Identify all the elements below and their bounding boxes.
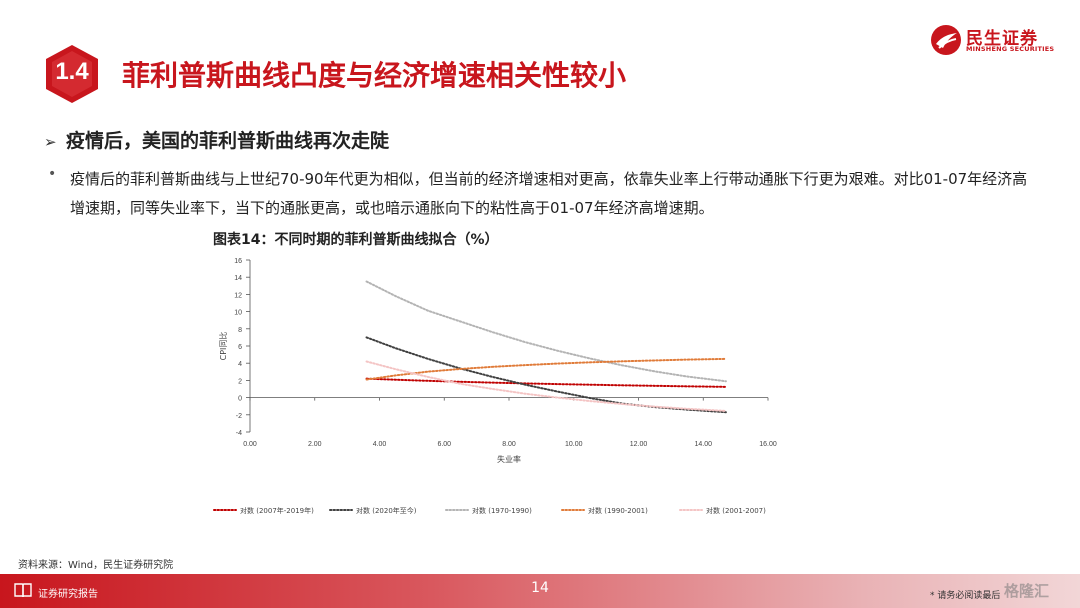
bullet-icon: • (48, 166, 57, 182)
brand-logo: 民生证券 MINSHENG SECURITIES (930, 24, 1054, 58)
footer-bar (0, 574, 1080, 608)
page-number: 14 (531, 580, 549, 596)
x-axis-label: 失业率 (497, 454, 521, 464)
page-title: 菲利普斯曲线凸度与经济增速相关性较小 (122, 59, 627, 92)
footer-label: 证券研究报告 (38, 589, 98, 600)
legend-label: 对数 (2007年-2019年) (240, 506, 314, 515)
x-tick-label: 14.00 (694, 441, 712, 448)
x-tick-label: 2.00 (308, 441, 322, 448)
sub-heading: ➢ 疫情后，美国的菲利普斯曲线再次走陡 (44, 126, 389, 153)
section-number: 1.4 (55, 58, 89, 85)
section-badge-icon (46, 45, 98, 103)
sub-heading-text: 疫情后，美国的菲利普斯曲线再次走陡 (66, 130, 390, 152)
x-tick-label: 6.00 (437, 441, 451, 448)
y-tick-label: 14 (234, 275, 242, 282)
y-tick-label: 6 (238, 344, 242, 351)
book-icon (14, 583, 32, 598)
x-tick-label: 8.00 (502, 441, 516, 448)
x-tick-label: 12.00 (630, 441, 648, 448)
y-tick-label: -2 (236, 413, 242, 420)
x-tick-label: 16.00 (759, 441, 777, 448)
y-tick-label: 12 (234, 292, 242, 299)
phillips-curve-chart: -4 -2 0 2 4 6 8 10 12 14 16 0.00 2.00 4.00 6.00 8.00 10.… (213, 258, 777, 515)
arrow-icon: ➢ (44, 133, 57, 151)
source-note: 资料来源：Wind，民生证券研究院 (18, 560, 174, 571)
legend-label: 对数 (1970-1990) (472, 506, 532, 515)
series-line-5 (365, 360, 727, 412)
x-tick-label: 0.00 (243, 441, 257, 448)
watermark: 格隆汇 (1004, 582, 1050, 600)
bullet-text: 疫情后的菲利普斯曲线与上世纪70-90年代更为相似，但当前的经济增速相对更高，依… (70, 170, 1028, 217)
brand-name-en: MINSHENG SECURITIES (966, 45, 1055, 53)
y-tick-label: 8 (238, 327, 242, 334)
legend-label: 对数 (2020年至今) (356, 506, 417, 515)
y-tick-label: -4 (236, 430, 242, 437)
footer-disclaimer: * 请务必阅读最后 (930, 591, 1001, 601)
series-line-1 (365, 377, 727, 388)
series-line-3 (365, 280, 727, 383)
y-tick-label: 0 (238, 396, 242, 403)
series-line-4 (365, 357, 727, 381)
chart-title: 图表14：不同时期的菲利普斯曲线拟合（%） (213, 232, 499, 248)
y-axis-label: CPI同比 (218, 332, 228, 361)
legend-label: 对数 (1990-2001) (588, 506, 648, 515)
y-tick-label: 10 (234, 310, 242, 317)
x-tick-label: 4.00 (373, 441, 387, 448)
brand-logo-icon (931, 25, 961, 55)
legend-label: 对数 (2001-2007) (706, 506, 766, 515)
y-tick-label: 2 (238, 378, 242, 385)
y-tick-label: 16 (234, 258, 242, 265)
x-tick-label: 10.00 (565, 441, 583, 448)
brand-name: 民生证券 (966, 29, 1038, 49)
y-tick-label: 4 (238, 361, 242, 368)
